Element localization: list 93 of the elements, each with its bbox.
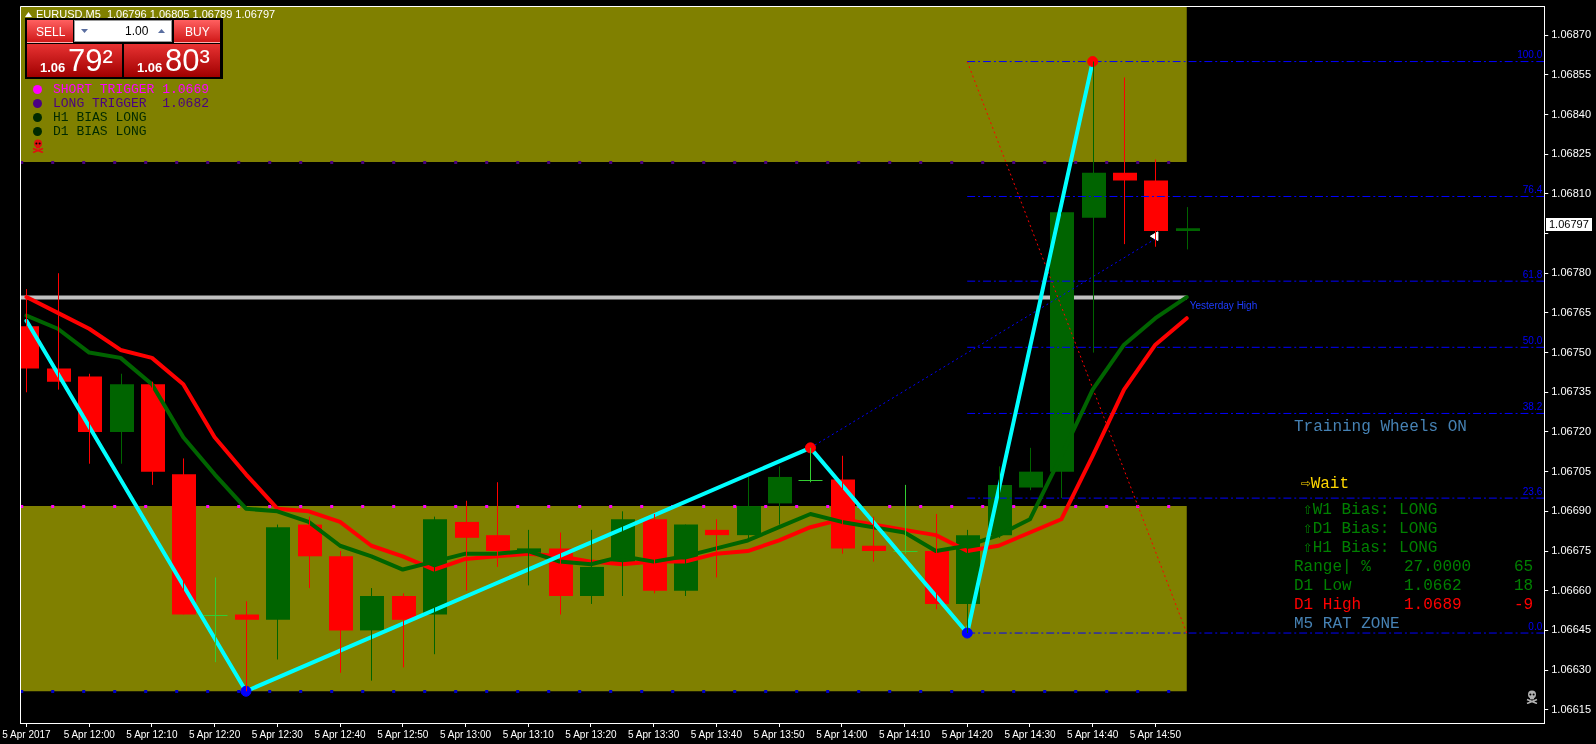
x-tick-label: 5 Apr 12:40 — [314, 728, 367, 740]
series-label: 100.0 — [1517, 49, 1543, 61]
y-tick-label: 1.06780 — [1551, 266, 1591, 279]
candlestick — [768, 465, 792, 526]
annotation: ⇧D1 Bias: LONG — [1303, 520, 1438, 538]
annotation: ⇧W1 Bias: LONG — [1303, 501, 1438, 519]
x-tick-label: 5 Apr 12:00 — [63, 728, 116, 740]
x-tick-label: 5 Apr 13:50 — [753, 728, 806, 740]
candlestick — [862, 516, 886, 563]
annotation: D1 Low — [1294, 577, 1352, 595]
x-tick-label: 5 Apr 14:50 — [1129, 728, 1182, 740]
candlestick — [893, 484, 918, 555]
x-tick-label: 5 Apr 12:20 — [189, 728, 241, 740]
annotation: BUY — [185, 25, 210, 39]
annotation: 27.0000 — [1404, 558, 1472, 576]
annotation: 18 — [1514, 577, 1534, 595]
candlestick — [1144, 158, 1168, 248]
y-tick-label: 1.06705 — [1551, 464, 1591, 477]
x-tick-label: 5 Apr 14:10 — [878, 728, 931, 740]
annotation: 1.00 — [125, 24, 149, 38]
annotation: 1.06 — [137, 60, 163, 75]
x-tick-label: 5 Apr 14:00 — [816, 728, 868, 740]
annotation: SELL — [36, 25, 66, 39]
candlestick — [1019, 447, 1043, 491]
candlestick — [737, 476, 761, 541]
x-tick-label: 5 Apr 13:30 — [628, 728, 680, 740]
candlestick — [266, 524, 290, 660]
chart-title: EURUSD,M5 1.06796 1.06805 1.06789 1.06797 — [36, 8, 276, 20]
x-tick-label: 5 Apr 13:40 — [690, 728, 743, 740]
x-tick-label: 5 Apr 13:00 — [439, 728, 492, 740]
y-tick-label: 1.06855 — [1551, 67, 1591, 80]
annotation: 1.0689 — [1404, 596, 1462, 614]
y-tick-label: 1.06615 — [1551, 702, 1591, 715]
candlestick — [110, 373, 134, 465]
annotation: 79² — [68, 43, 113, 78]
x-tick-label: 5 Apr 12:30 — [251, 728, 304, 740]
candlestick — [172, 457, 196, 616]
y-tick-label: 1.06750 — [1551, 345, 1591, 358]
annotation: Range| % — [1294, 558, 1371, 576]
x-tick-label: 5 Apr 14:40 — [1067, 728, 1119, 740]
annotation: 65 — [1514, 558, 1534, 576]
y-tick-label: 1.06825 — [1551, 147, 1591, 160]
candlestick — [329, 550, 353, 674]
annotation: 80³ — [165, 43, 210, 78]
annotation: 1.0662 — [1404, 577, 1462, 595]
text: 1.06797 — [1546, 218, 1592, 231]
candlestick — [203, 576, 228, 663]
x-tick-label: 5 Apr 13:10 — [502, 728, 555, 740]
candlestick — [486, 481, 510, 568]
y-tick-label: 1.06690 — [1551, 504, 1591, 517]
point — [1087, 56, 1099, 68]
y-tick-label: 1.06870 — [1551, 28, 1591, 41]
annotation: SHORT TRIGGER 1.0669 — [53, 82, 210, 97]
x-tick-label: 5 Apr 14:20 — [941, 728, 994, 740]
x-tick-label: 5 Apr 12:10 — [126, 728, 178, 740]
y-tick-label: 1.06645 — [1551, 623, 1591, 636]
y-tick-label: 1.06720 — [1551, 425, 1591, 437]
x-tick-label: 5 Apr 14:30 — [1004, 728, 1056, 740]
y-tick-label: 1.06660 — [1551, 583, 1591, 596]
series-label: 61.8 — [1522, 268, 1543, 280]
annotation: -9 — [1514, 596, 1534, 614]
series-label: 76.4 — [1522, 184, 1543, 196]
series-label: 0.0 — [1528, 620, 1543, 632]
y-tick-label: 1.06840 — [1551, 107, 1591, 120]
candlestick — [392, 592, 416, 668]
candlestick — [141, 381, 165, 486]
x-tick-label: 5 Apr 12:50 — [377, 728, 429, 740]
y-tick-label: 1.06630 — [1551, 663, 1591, 676]
annotation: ⇧H1 Bias: LONG — [1303, 539, 1438, 557]
y-tick-label: 1.06810 — [1551, 186, 1591, 199]
candlestick — [1176, 206, 1200, 250]
y-tick-label: 1.06735 — [1551, 385, 1591, 398]
annotation: 1.06 — [40, 60, 66, 75]
series-label: 50.0 — [1522, 335, 1543, 347]
annotation: ⇨Wait — [1301, 475, 1350, 493]
candlestick — [360, 587, 384, 682]
annotation: D1 BIAS LONG — [53, 124, 147, 139]
annotation: Training Wheels ON — [1294, 418, 1467, 436]
series-label: 38.2 — [1522, 401, 1543, 413]
annotation: H1 BIAS LONG — [53, 110, 147, 125]
x-tick-label: 5 Apr 13:20 — [565, 728, 617, 740]
annotation: M5 RAT ZONE — [1294, 615, 1400, 633]
y-tick-label: 1.06765 — [1551, 305, 1591, 318]
candlestick — [1113, 76, 1137, 245]
ref-line-label: Yesterday High — [1189, 299, 1258, 311]
annotation: D1 High — [1294, 596, 1362, 614]
series-label: 23.6 — [1522, 485, 1543, 497]
point — [961, 627, 973, 639]
annotation: LONG TRIGGER 1.0682 — [53, 96, 210, 111]
x-tick-label: 5 Apr 2017 — [2, 728, 52, 740]
point — [240, 685, 252, 697]
y-tick-label: 1.06675 — [1551, 544, 1591, 557]
point — [804, 442, 816, 454]
